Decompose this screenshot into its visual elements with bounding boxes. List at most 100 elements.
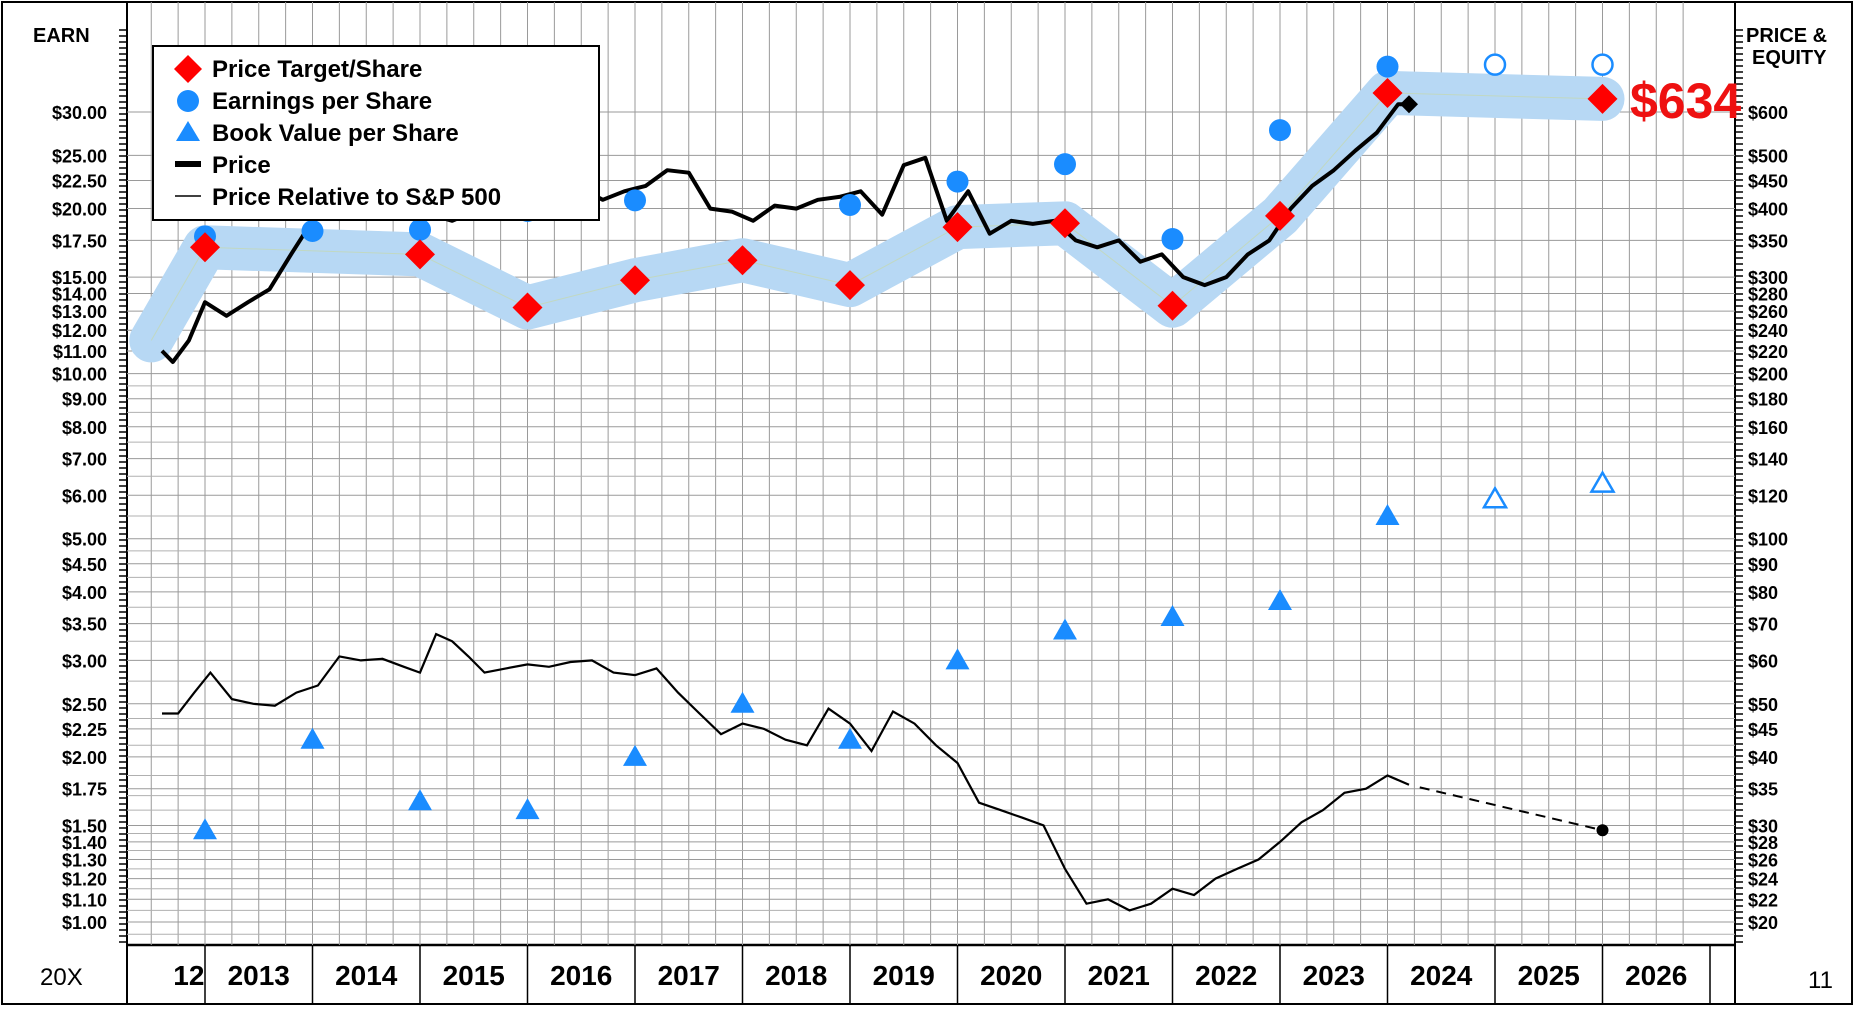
x-year-label: 2017 — [658, 960, 720, 991]
left-tick-label: $2.25 — [62, 720, 107, 740]
left-tick-label: $1.40 — [62, 833, 107, 853]
eps-point — [301, 220, 324, 243]
x-year-label: 2023 — [1303, 960, 1365, 991]
bvps-point — [193, 818, 217, 840]
right-tick-label: $140 — [1748, 450, 1788, 470]
bvps-point — [945, 648, 970, 670]
right-tick-label: $280 — [1748, 285, 1788, 305]
right-tick-label: $100 — [1748, 530, 1788, 550]
right-tick-label: $40 — [1748, 748, 1778, 768]
right-tick-label: $120 — [1748, 486, 1788, 506]
x-year-label: 2014 — [335, 960, 398, 991]
x-year-label: 2021 — [1088, 960, 1150, 991]
right-tick-label: $160 — [1748, 418, 1788, 438]
right-tick-label: $180 — [1748, 390, 1788, 410]
target-point — [1265, 200, 1295, 231]
legend: Price Target/Share Earnings per Share Bo… — [152, 45, 600, 221]
x-year-label: 2016 — [550, 960, 612, 991]
left-tick-label: $20.00 — [52, 200, 107, 220]
left-tick-label: $4.50 — [62, 555, 107, 575]
x-year-label: 2022 — [1195, 960, 1257, 991]
x-year-label: 12 — [173, 960, 204, 991]
eps-estimate-point — [1483, 53, 1507, 76]
eps-point — [1054, 153, 1076, 176]
relative-projection-endpoint — [1596, 824, 1609, 837]
left-tick-label: $11.00 — [53, 342, 107, 362]
legend-label-bvps: Book Value per Share — [212, 120, 459, 147]
right-tick-label: $28 — [1748, 833, 1778, 853]
bvps-point — [300, 727, 325, 749]
right-axis-title-line2: EQUITY — [1752, 47, 1827, 69]
right-tick-label: $220 — [1748, 342, 1788, 362]
bvps-point — [1160, 604, 1185, 626]
target-point — [1372, 77, 1403, 108]
bvps-point — [730, 691, 755, 713]
relative-price-line-group — [162, 632, 1609, 912]
relative-price-projection — [1419, 786, 1603, 832]
bvps-point — [1053, 618, 1077, 640]
bvps-point — [1375, 504, 1400, 526]
bvps-point — [515, 798, 540, 820]
left-tick-label: $8.00 — [62, 418, 107, 438]
relative-price-line — [162, 632, 1410, 912]
left-tick-label: $1.20 — [62, 870, 107, 890]
legend-circle-marker — [177, 90, 199, 112]
right-tick-label: $400 — [1748, 200, 1788, 220]
left-tick-label: $1.30 — [62, 851, 107, 871]
eps-point — [1161, 228, 1184, 251]
eps-point — [409, 218, 431, 241]
left-tick-label: $1.75 — [62, 780, 107, 800]
target-point — [190, 232, 220, 263]
eps-point — [839, 194, 861, 217]
right-tick-label: $200 — [1748, 365, 1788, 385]
legend-label-relative: Price Relative to S&P 500 — [212, 184, 501, 211]
left-tick-label: $30.00 — [52, 103, 107, 123]
right-tick-label: $60 — [1748, 651, 1778, 671]
legend-box — [152, 45, 600, 221]
left-tick-label: $10.00 — [52, 365, 107, 385]
right-tick-label: $240 — [1748, 321, 1788, 341]
target-point — [1157, 290, 1188, 321]
left-tick-label: $22.50 — [52, 172, 107, 192]
right-tick-label: $30 — [1748, 816, 1778, 836]
left-tick-label: $5.00 — [62, 530, 107, 550]
right-tick-label: $260 — [1748, 302, 1788, 322]
markers-group — [190, 53, 1618, 840]
left-tick-label: $3.00 — [62, 651, 107, 671]
scale-label: 20X — [40, 964, 83, 991]
right-tick-label: $450 — [1748, 172, 1788, 192]
right-tick-label: $24 — [1748, 870, 1778, 890]
bvps-point — [623, 744, 647, 766]
left-tick-label: $4.00 — [62, 583, 107, 603]
legend-label-target: Price Target/Share — [212, 56, 422, 83]
left-tick-label: $25.00 — [52, 146, 107, 166]
eps-point — [946, 170, 969, 193]
bvps-point — [838, 727, 862, 749]
left-tick-label: $2.50 — [62, 695, 107, 715]
bvps-estimate-point — [1589, 470, 1616, 493]
left-tick-label: $6.00 — [62, 486, 107, 506]
left-axis-ticks: $30.00 $25.00 $22.50 $20.00 $17.50 $15.00$14.… — [52, 29, 1743, 943]
right-axis-title-line1: PRICE & — [1746, 25, 1827, 47]
bvps-estimate-point — [1481, 485, 1509, 509]
x-axis-labels: 12 2013 2014 2015 2016 2017 2018 2019 2020 2021 20… — [173, 945, 1711, 1004]
left-tick-label: $17.50 — [52, 231, 107, 251]
target-point — [1587, 83, 1618, 114]
eps-point — [624, 189, 646, 212]
left-tick-label: $2.00 — [62, 748, 107, 768]
left-tick-label: $13.00 — [52, 302, 107, 322]
x-year-label: 2015 — [443, 960, 505, 991]
legend-diamond-marker — [174, 55, 202, 83]
right-tick-label: $300 — [1748, 268, 1788, 288]
legend-triangle-marker — [176, 121, 200, 141]
left-tick-label: $15.00 — [52, 268, 107, 288]
eps-point — [1269, 119, 1291, 142]
right-tick-label: $50 — [1748, 695, 1778, 715]
target-point — [405, 239, 435, 270]
right-tick-label: $70 — [1748, 615, 1778, 635]
price-target-label: $634 — [1630, 73, 1741, 129]
left-tick-label: $12.00 — [52, 321, 107, 341]
target-point — [727, 245, 758, 276]
right-tick-label: $45 — [1748, 720, 1778, 740]
